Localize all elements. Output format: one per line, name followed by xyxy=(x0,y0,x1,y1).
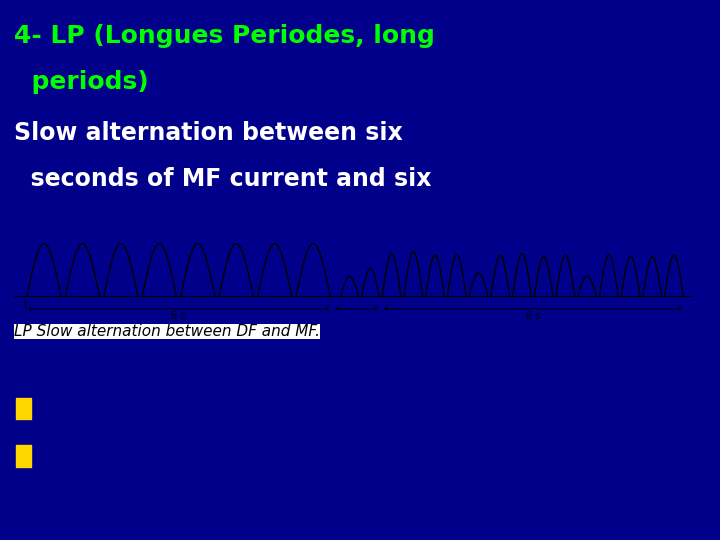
Text: 6 s: 6 s xyxy=(171,312,186,321)
Text: used in treatment of traumatic and neurogenic: used in treatment of traumatic and neuro… xyxy=(41,476,520,494)
Text: CP and LP currents has analgesic effect and: CP and LP currents has analgesic effect … xyxy=(41,449,489,467)
Text: CP and LP are used to prevent accommodation.: CP and LP are used to prevent accommodat… xyxy=(41,397,524,415)
FancyBboxPatch shape xyxy=(16,446,31,467)
Text: 4- LP (Longues Periodes, long: 4- LP (Longues Periodes, long xyxy=(14,24,436,48)
Text: periods): periods) xyxy=(14,70,149,94)
Text: 6 s: 6 s xyxy=(526,312,540,321)
Text: Slow alternation between six: Slow alternation between six xyxy=(14,122,403,145)
Text: seconds of MF current and six: seconds of MF current and six xyxy=(14,167,432,191)
Text: LP Slow alternation between DF and MF.: LP Slow alternation between DF and MF. xyxy=(14,324,320,339)
Text: pain: pain xyxy=(41,503,85,521)
FancyBboxPatch shape xyxy=(16,397,31,419)
